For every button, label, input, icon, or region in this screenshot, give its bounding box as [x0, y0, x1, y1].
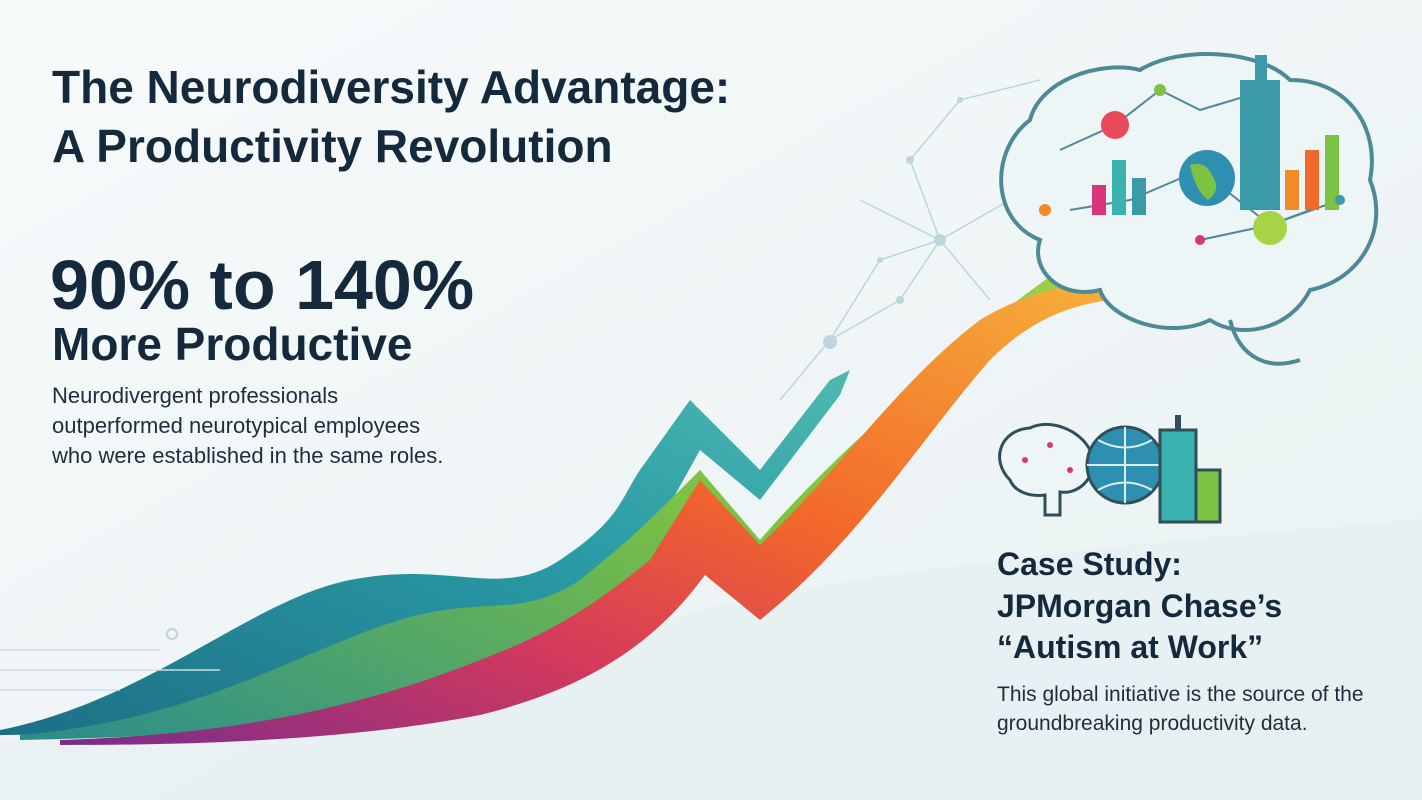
network-nodes [823, 97, 963, 349]
case-study-description: groundbreaking productivity data. [997, 712, 1308, 735]
ribbon-warm [60, 280, 1110, 745]
stat-headline: 90% to 140% [50, 246, 474, 324]
ribbon-teal [0, 370, 850, 735]
stat-subline: More Productive [52, 318, 412, 370]
case-study-description: This global initiative is the source of … [997, 683, 1364, 706]
stat-description: who were established in the same roles. [51, 443, 443, 468]
dot [166, 628, 178, 640]
case-study-title: “Autism at Work” [997, 629, 1263, 665]
case-study-title: Case Study: [997, 546, 1182, 582]
title-line: A Productivity Revolution [52, 120, 613, 172]
speed-lines [0, 649, 220, 691]
title-line: The Neurodiversity Advantage: [52, 61, 730, 113]
case-study-icons [998, 415, 1222, 524]
brain-illustration [999, 51, 1379, 366]
case-study-title: JPMorgan Chase’s [997, 588, 1282, 624]
stat-description: outperformed neurotypical employees [52, 413, 420, 438]
stat-description: Neurodivergent professionals [52, 383, 338, 408]
